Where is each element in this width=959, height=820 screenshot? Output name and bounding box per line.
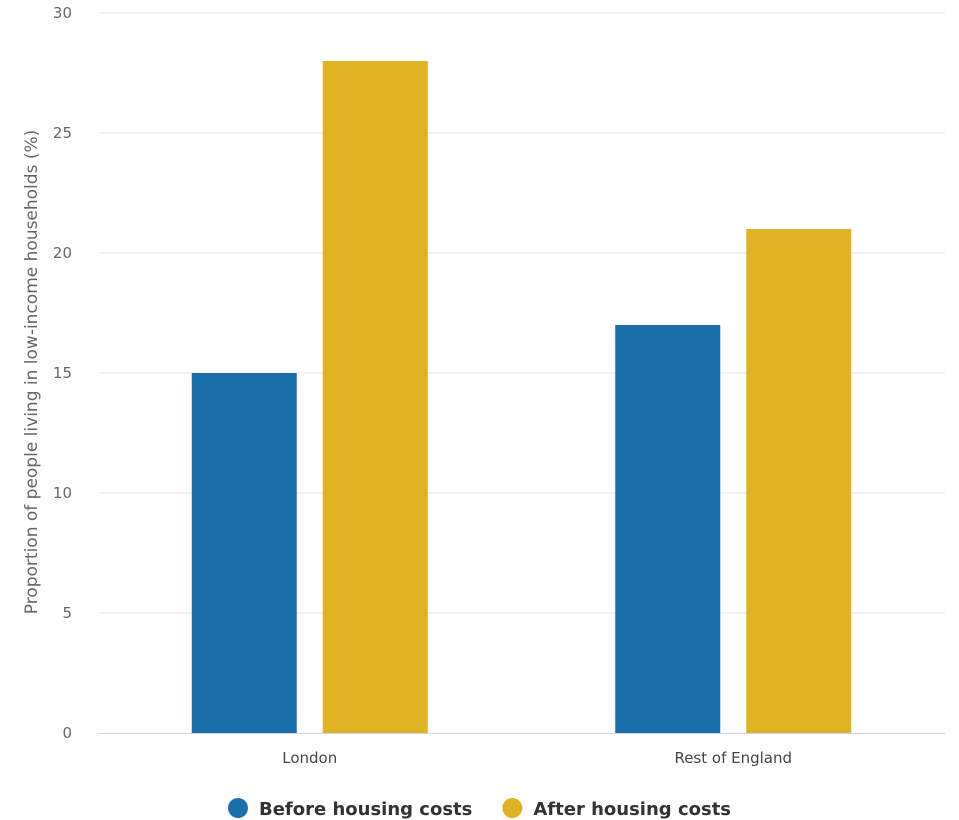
y-axis-title: Proportion of people living in low-incom… — [22, 130, 42, 615]
legend: Before housing costs After housing costs — [227, 798, 731, 820]
y-tick-label-0: 0 — [62, 724, 72, 742]
x-axis-categories: London Rest of England — [282, 749, 792, 767]
legend-marker — [502, 798, 523, 818]
y-tick-label-5: 5 — [62, 604, 72, 622]
x-category-label: Rest of England — [674, 749, 792, 767]
bar-london-after-housing-costs — [322, 61, 428, 733]
y-tick-label-15: 15 — [53, 364, 72, 382]
legend-item[interactable]: Before housing costs — [227, 798, 472, 820]
y-axis-ticks: 0 5 10 15 20 25 30 — [53, 4, 72, 742]
bar-rest-of-england-after-housing-costs — [746, 229, 852, 733]
y-tick-label-25: 25 — [53, 124, 72, 142]
bar-london-before-housing-costs — [191, 373, 297, 733]
x-category-label: London — [282, 749, 337, 767]
legend-marker — [227, 798, 248, 818]
y-tick-label-20: 20 — [53, 244, 72, 262]
legend-label: After housing costs — [533, 799, 731, 820]
y-tick-label-10: 10 — [53, 484, 72, 502]
bars — [191, 61, 852, 733]
y-tick-label-30: 30 — [53, 4, 72, 22]
legend-label: Before housing costs — [259, 799, 472, 820]
legend-item[interactable]: After housing costs — [502, 798, 731, 820]
bar-rest-of-england-before-housing-costs — [615, 325, 721, 733]
